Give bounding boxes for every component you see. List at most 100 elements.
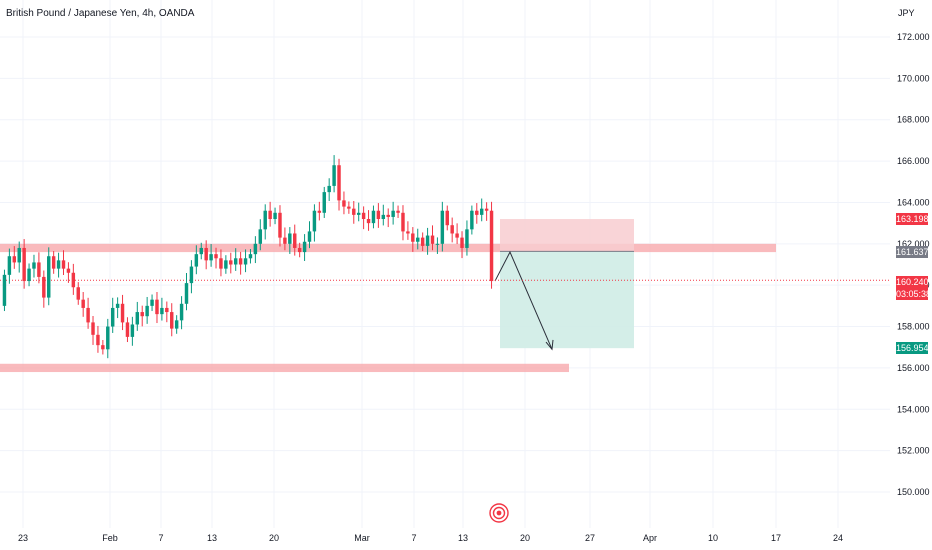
- price-tag: 161.637: [896, 246, 929, 258]
- candle-body: [406, 231, 410, 234]
- candle-body: [263, 210, 267, 230]
- candle-body: [475, 210, 479, 215]
- price-tag: 156.954: [896, 342, 929, 354]
- candle-body: [51, 256, 56, 269]
- y-tick-label: 162.000: [897, 239, 930, 249]
- candle-body: [460, 237, 464, 248]
- short-position-tool[interactable]: [0, 219, 890, 351]
- candle-body: [7, 256, 12, 275]
- candle-body: [27, 268, 31, 282]
- grid-lines: [0, 0, 890, 528]
- candle-body: [371, 210, 376, 224]
- currency-label: JPY: [898, 8, 915, 18]
- y-tick-label: 172.000: [897, 32, 930, 42]
- candle-body: [204, 247, 208, 261]
- candle-body: [401, 212, 405, 232]
- candlestick-series: [2, 155, 494, 359]
- candle-body: [420, 237, 425, 246]
- x-tick-label: 20: [269, 533, 279, 543]
- candle-body: [391, 210, 395, 217]
- candle-body: [293, 233, 297, 248]
- candle-body: [352, 208, 356, 215]
- candle-body: [209, 254, 213, 261]
- tradingview-logo-icon[interactable]: [489, 503, 509, 523]
- x-tick-label: 17: [771, 533, 781, 543]
- candle-body: [17, 247, 21, 263]
- y-tick-label: 168.000: [897, 115, 930, 125]
- candle-body: [396, 210, 400, 213]
- candle-body: [317, 210, 322, 213]
- candle-body: [71, 272, 76, 288]
- x-tick-label: 7: [411, 533, 416, 543]
- candle-body: [342, 200, 346, 207]
- candle-body: [307, 231, 312, 242]
- x-tick-label: 13: [458, 533, 468, 543]
- candle-body: [47, 256, 51, 298]
- candle-body: [233, 258, 238, 265]
- candle-body: [42, 276, 46, 298]
- candle-body: [61, 260, 66, 269]
- candle-body: [56, 260, 61, 269]
- projection-arrowhead: [545, 339, 554, 351]
- candle-body: [199, 247, 203, 255]
- price-axis[interactable]: JPY 172.000 170.000 168.000 166.000 164.000 16…: [897, 8, 930, 497]
- candle-body: [366, 219, 371, 224]
- take-profit-zone: [500, 251, 634, 349]
- candle-body: [273, 212, 277, 219]
- candle-body: [484, 208, 489, 211]
- x-tick-label: 10: [708, 533, 718, 543]
- candle-body: [96, 334, 100, 346]
- candle-body: [489, 210, 494, 282]
- candle-body: [445, 210, 449, 226]
- candle-body: [337, 165, 341, 201]
- chart-title: British Pound / Japanese Yen, 4h, OANDA: [6, 8, 195, 19]
- candle-body: [86, 307, 90, 323]
- candle-body: [32, 262, 36, 269]
- x-tick-label: 7: [158, 533, 163, 543]
- candle-body: [2, 274, 7, 306]
- candle-body: [479, 208, 484, 215]
- candle-body: [160, 307, 164, 315]
- horizontal-zones: [0, 243, 776, 373]
- candle-body: [76, 287, 80, 300]
- candle-body: [332, 165, 336, 186]
- x-tick-label: 20: [520, 533, 530, 543]
- time-axis[interactable]: 23 Feb 7 13 20 Mar 7 13 20 27 Apr 10 17 24: [18, 533, 843, 543]
- candle-body: [145, 305, 149, 317]
- candle-body: [425, 235, 430, 246]
- candle-body: [356, 212, 361, 215]
- candle-body: [219, 258, 223, 269]
- candle-body: [189, 266, 194, 284]
- y-tick-label: 164.000: [897, 197, 930, 207]
- price-tag: 163.198: [896, 213, 929, 225]
- candle-body: [130, 324, 135, 337]
- support-zone: [0, 363, 569, 373]
- candle-body: [253, 243, 258, 255]
- candle-body: [135, 312, 140, 325]
- candle-body: [174, 320, 179, 329]
- candle-body: [179, 303, 184, 321]
- candle-body: [278, 212, 282, 238]
- x-tick-label: Apr: [643, 533, 657, 543]
- candle-body: [283, 237, 287, 244]
- y-tick-label: 156.000: [897, 363, 930, 373]
- candle-body: [327, 185, 331, 193]
- x-tick-label: 24: [833, 533, 843, 543]
- price-tag: 03:05:38: [896, 288, 932, 300]
- candle-body: [120, 303, 125, 323]
- candle-body: [101, 345, 105, 350]
- candle-body: [150, 299, 154, 306]
- candle-body: [106, 326, 110, 350]
- price-tag: 160.240: [896, 276, 929, 288]
- x-tick-label: Feb: [102, 533, 118, 543]
- candle-body: [386, 214, 390, 217]
- y-tick-label: 152.000: [897, 446, 930, 456]
- candle-body: [416, 237, 420, 242]
- candle-body: [81, 299, 85, 308]
- candle-body: [465, 229, 469, 248]
- x-tick-label: 27: [585, 533, 595, 543]
- candle-body: [125, 322, 130, 337]
- candle-body: [440, 210, 445, 244]
- candle-body: [430, 235, 435, 244]
